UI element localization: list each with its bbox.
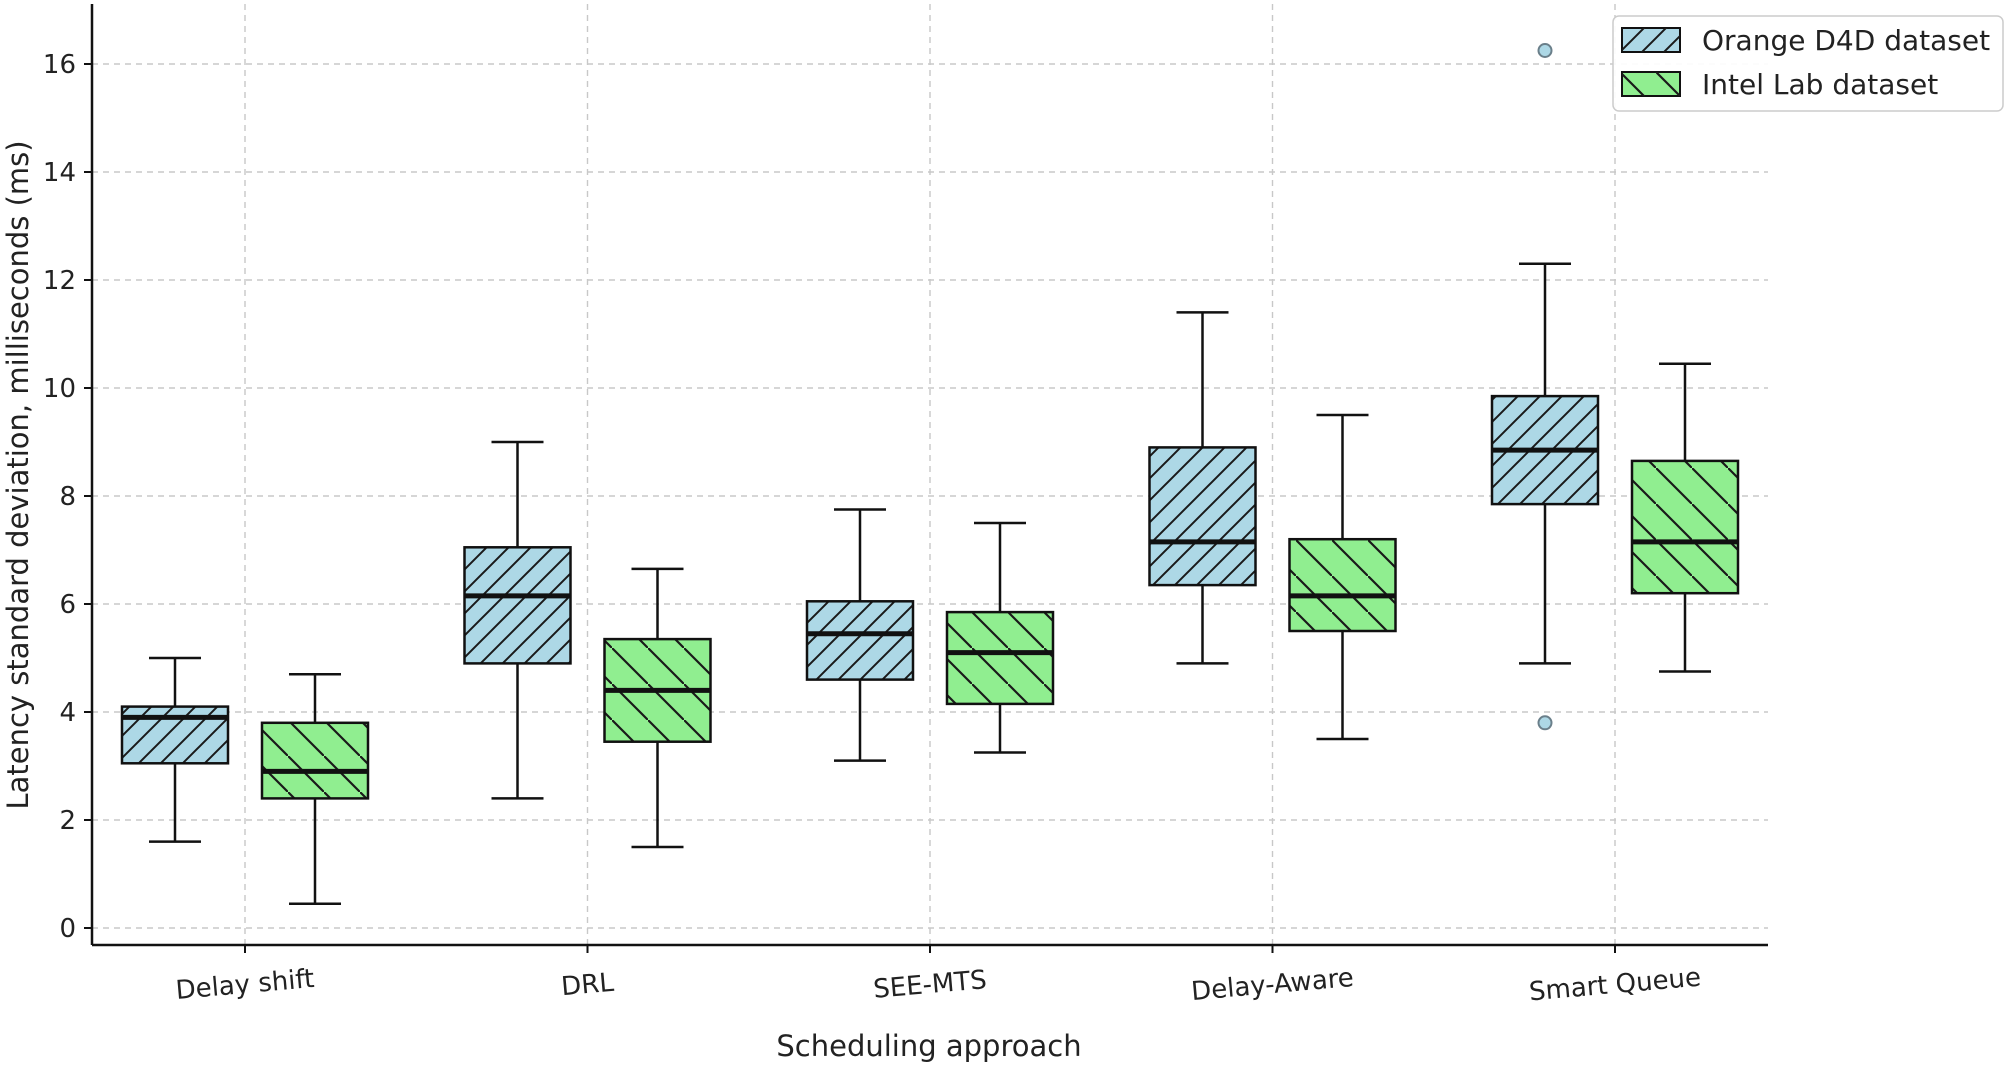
box-group [1490, 43, 1600, 731]
box-group [945, 521, 1055, 754]
y-ticks: 0 2 4 6 8 10 12 14 16 [43, 50, 92, 944]
x-tick-label: Delay-Aware [1190, 963, 1355, 1007]
y-tick-label: 6 [59, 590, 76, 620]
boxes [120, 43, 1740, 905]
box [805, 600, 915, 681]
legend-label-intel: Intel Lab dataset [1702, 68, 1938, 101]
box-group [1288, 413, 1397, 741]
y-tick-label: 0 [59, 914, 76, 944]
y-tick-label: 2 [59, 806, 76, 836]
box [945, 610, 1055, 706]
box-group [603, 567, 712, 849]
box [463, 546, 572, 665]
y-tick-label: 14 [43, 158, 76, 188]
box [1148, 446, 1257, 587]
x-tick-label: Smart Queue [1528, 963, 1702, 1008]
x-tick-label: Delay shift [174, 964, 315, 1006]
y-tick-label: 4 [59, 698, 76, 728]
legend-swatch-orange-hatch [1622, 28, 1680, 52]
box-group [120, 656, 230, 843]
x-ticks: Delay shift DRL SEE-MTS Delay-Aware Smart Qu… [174, 945, 1702, 1007]
y-tick-label: 16 [43, 50, 76, 80]
legend-swatch-intel-hatch [1622, 72, 1680, 96]
box-group [1148, 311, 1257, 665]
x-tick-label: SEE-MTS [872, 965, 988, 1005]
legend-label-orange: Orange D4D dataset [1702, 24, 1990, 57]
box-group [463, 440, 572, 800]
legend-frame [1612, 15, 2004, 112]
y-axis-label: Latency standard deviation, milliseconds… [1, 140, 35, 809]
box-group [805, 508, 915, 762]
x-tick-label: DRL [560, 968, 615, 1003]
box [1630, 459, 1740, 595]
box-group [1630, 362, 1740, 673]
box [1288, 537, 1397, 633]
box [260, 721, 370, 800]
grid [92, 4, 1768, 945]
y-tick-label: 8 [59, 482, 76, 512]
legend: Orange D4D dataset Intel Lab dataset [1612, 15, 2004, 112]
x-axis-label: Scheduling approach [776, 1029, 1081, 1063]
y-tick-label: 10 [43, 374, 76, 404]
box-group [260, 672, 370, 905]
outlier-point [1537, 43, 1553, 58]
outlier-point [1537, 715, 1553, 731]
y-tick-label: 12 [43, 266, 76, 296]
